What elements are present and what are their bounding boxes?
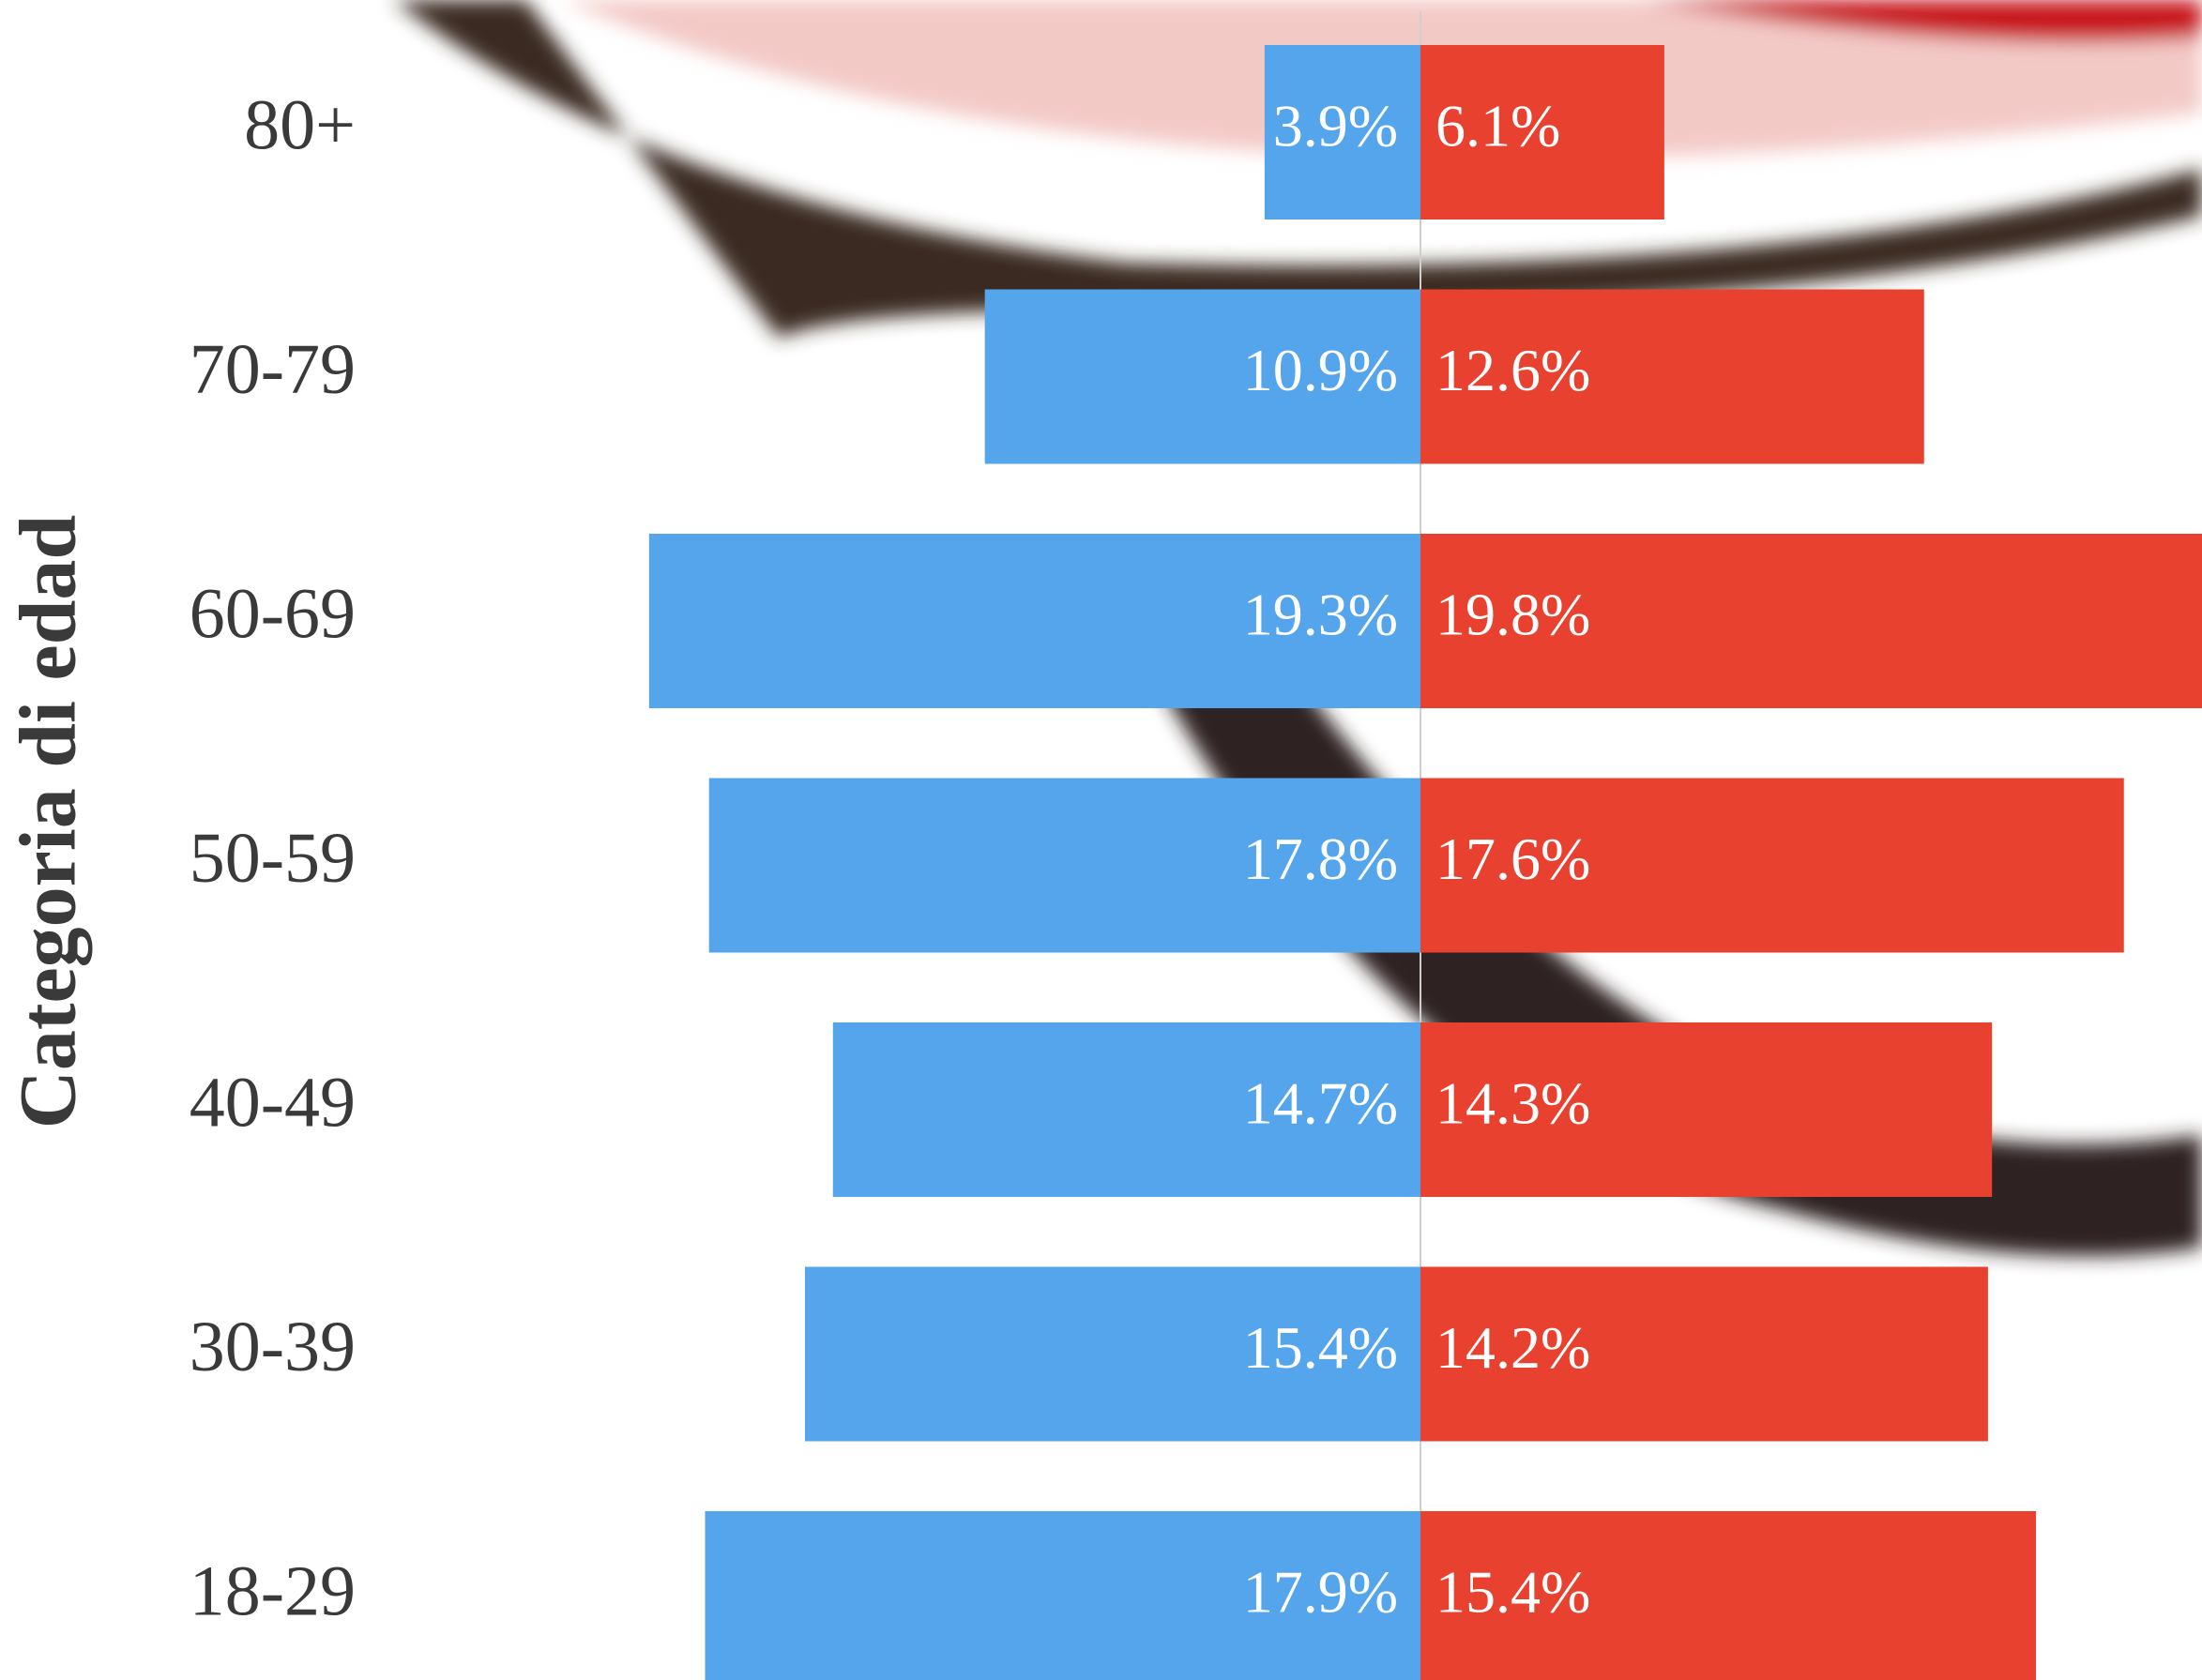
value-label: 14.7% (1243, 1070, 1398, 1137)
y-tick-label: 60-69 (190, 574, 356, 653)
value-label: 17.8% (1243, 825, 1398, 892)
page: {"chart_data": {"type": "butterfly", "y_… (0, 0, 2202, 1680)
value-label: 15.4% (1243, 1314, 1398, 1381)
y-tick-label: 18-29 (190, 1551, 356, 1630)
value-label: 15.4% (1435, 1559, 1590, 1626)
y-tick-label: 30-39 (190, 1308, 356, 1386)
y-tick-label: 50-59 (190, 819, 356, 898)
value-label: 6.1% (1435, 93, 1560, 159)
value-label: 3.9% (1273, 93, 1398, 159)
value-label: 19.8% (1435, 582, 1590, 648)
value-label: 10.9% (1243, 337, 1398, 403)
value-label: 17.6% (1435, 825, 1590, 892)
value-label: 19.3% (1243, 582, 1398, 648)
value-label: 14.2% (1435, 1314, 1590, 1381)
value-label: 12.6% (1435, 337, 1590, 403)
value-label: 14.3% (1435, 1070, 1590, 1137)
value-label: 17.9% (1243, 1559, 1398, 1626)
page-body: Categoria di edad 80+ 3.9% 6.1% 70-79 10.9% 1… (0, 0, 2202, 1680)
y-tick-label: 80+ (244, 85, 356, 164)
y-axis-title: Categoria di edad (3, 515, 93, 1129)
y-tick-label: 40-49 (190, 1063, 356, 1142)
y-tick-label: 70-79 (190, 330, 356, 409)
chart: Categoria di edad 80+ 3.9% 6.1% 70-79 10.9% 1… (0, 0, 2202, 1680)
